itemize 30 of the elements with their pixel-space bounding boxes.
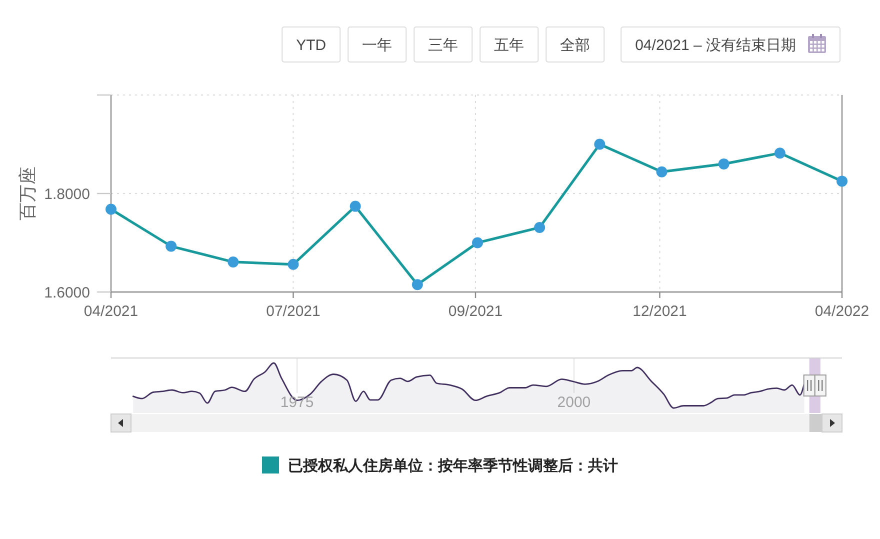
point — [836, 176, 848, 187]
y-tick-label: 1.6000 — [44, 284, 90, 302]
point — [412, 279, 423, 290]
text: 04/2021 – 没有结束日期 — [635, 36, 796, 54]
point — [472, 237, 483, 248]
x-tick-label: 04/2021 — [84, 303, 138, 320]
point — [228, 256, 239, 268]
text: 五年 — [494, 36, 524, 54]
x-tick-label: 1975 — [280, 394, 314, 411]
y-axis-title: 百万座 — [17, 166, 38, 220]
x-tick-label: 09/2021 — [448, 303, 503, 320]
point — [594, 138, 606, 150]
text: 全部 — [560, 36, 590, 54]
y-tick-label: 1.8000 — [44, 186, 90, 203]
point — [106, 204, 116, 215]
x-tick-label: 12/2021 — [632, 303, 687, 320]
point — [718, 158, 730, 170]
x-tick-label: 04/2022 — [814, 303, 870, 320]
point — [534, 222, 546, 233]
point — [350, 200, 361, 212]
point — [288, 258, 299, 270]
point — [166, 240, 177, 252]
text: 一年 — [362, 36, 392, 54]
text: 三年 — [428, 36, 458, 54]
x-tick-label: 2000 — [557, 394, 591, 411]
text: YTD — [296, 36, 326, 54]
point — [656, 166, 668, 178]
point — [774, 148, 786, 159]
legend-label: 已授权私人住房单位：按年率季节性调整后：共计 — [288, 456, 618, 474]
x-tick-label: 07/2021 — [266, 303, 320, 320]
